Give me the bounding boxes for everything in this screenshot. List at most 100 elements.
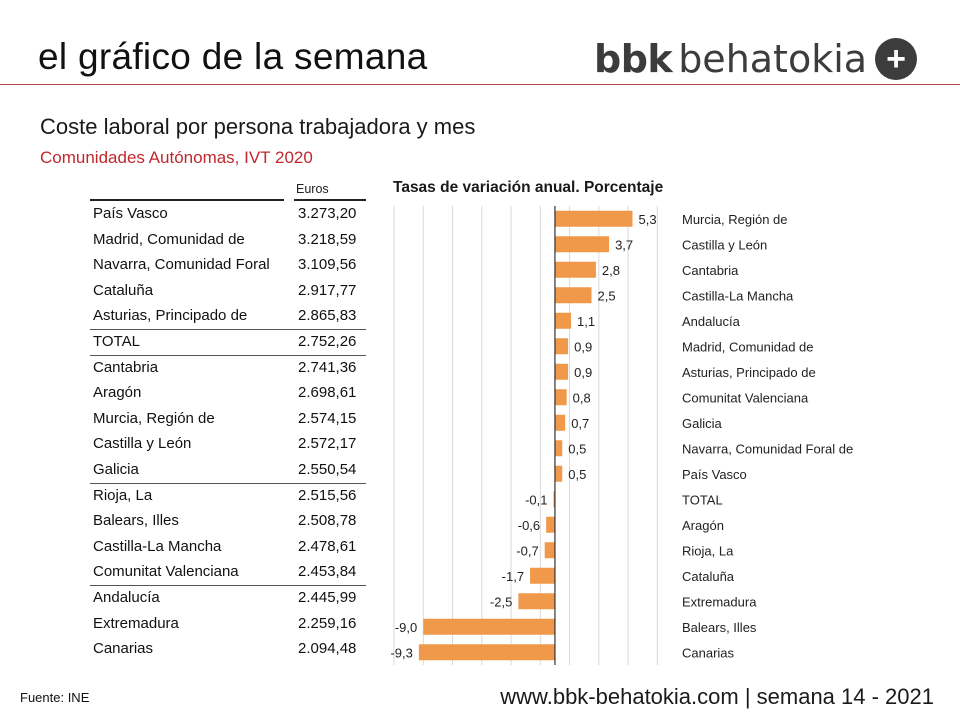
header-divider [0, 84, 960, 85]
chart-subtitle: Coste laboral por persona trabajadora y … [40, 114, 476, 139]
table-row-value: 2.752,26 [298, 333, 357, 350]
bar [518, 593, 555, 610]
table-row-value: 2.453,84 [298, 563, 357, 581]
table-row-name: Castilla y León [93, 435, 192, 453]
table-row-name: Aragón [93, 384, 142, 402]
page-title: el gráfico de la semana [38, 36, 428, 77]
logo-bold-text: bbk [594, 37, 673, 81]
category-label: Comunitat Valenciana [682, 390, 809, 405]
table-row-value: 2.094,48 [298, 640, 357, 658]
table-row-name: Navarra, Comunidad Foral [93, 256, 270, 274]
category-label: Castilla-La Mancha [682, 288, 794, 303]
category-label: Murcia, Región de [682, 212, 788, 227]
category-label: Canarias [682, 645, 735, 660]
table-row-value: 2.508,78 [298, 512, 357, 530]
data-label: 5,3 [638, 212, 656, 227]
category-label: Navarra, Comunidad Foral de [682, 441, 853, 456]
data-label: 0,5 [568, 467, 586, 482]
table-row-value: 2.515,56 [298, 486, 357, 504]
table-row-name: Canarias [93, 640, 154, 658]
table-row-value: 2.574,15 [298, 409, 357, 427]
data-label: 2,8 [602, 263, 620, 278]
table-row: Aragón 2.698,61 [90, 381, 366, 407]
table-row-value: 2.259,16 [298, 614, 357, 632]
chart-subsubtitle: Comunidades Autónomas, IVT 2020 [40, 148, 313, 167]
table-row-value: 3.218,59 [298, 230, 357, 248]
source-note: Fuente: INE [20, 690, 90, 705]
bar-chart: 5,3 Murcia, Región de 3,7 Castilla y León 2,… [390, 206, 853, 665]
data-label: 0,7 [571, 416, 589, 431]
table-row: Asturias, Principado de 2.865,83 [90, 304, 366, 330]
table-row-name: Cataluña [93, 281, 154, 299]
category-label: Extremadura [682, 594, 757, 609]
table-row-name: Murcia, Región de [93, 409, 215, 427]
table-row: Murcia, Región de 2.574,15 [90, 407, 366, 433]
table-row-value: 2.572,17 [298, 435, 357, 453]
category-label: Aragón [682, 518, 724, 533]
table-row: Castilla-La Mancha 2.478,61 [90, 535, 366, 561]
table-row-value: 2.741,36 [298, 358, 357, 376]
category-label: Balears, Illes [682, 620, 757, 635]
brand-logo: bbk behatokia + [594, 34, 918, 84]
table-row-value: 2.478,61 [298, 537, 357, 555]
bar [546, 516, 555, 533]
table-header-rule-values [294, 199, 366, 201]
category-label: Castilla y León [682, 237, 767, 252]
table-row-value: 2.698,61 [298, 384, 357, 402]
table-row-name: Cantabria [93, 358, 159, 376]
bar [554, 414, 566, 431]
table-row-value: 2.550,54 [298, 461, 357, 478]
table-row: Castilla y León 2.572,17 [90, 432, 366, 458]
data-label: -9,0 [395, 620, 417, 635]
table-row-name: País Vasco [93, 205, 168, 222]
data-label: 2,5 [598, 288, 616, 303]
bar [554, 338, 569, 355]
data-label: -0,7 [516, 543, 538, 558]
table-row-name: Madrid, Comunidad de [93, 230, 245, 248]
table-row-name: Balears, Illes [93, 512, 179, 530]
table-header-rule [90, 199, 284, 201]
table-row-name: Asturias, Principado de [93, 307, 248, 325]
data-label: 3,7 [615, 237, 633, 252]
data-label: 0,5 [568, 441, 586, 456]
data-label: 0,9 [574, 365, 592, 380]
data-label: -2,5 [490, 594, 512, 609]
category-label: Rioja, La [682, 543, 734, 558]
table-row-value: 2.917,77 [298, 281, 357, 299]
bar [554, 363, 569, 380]
table-row-name: Rioja, La [93, 486, 153, 504]
data-label: -0,6 [518, 518, 540, 533]
bar [554, 236, 610, 253]
category-label: TOTAL [682, 492, 723, 507]
table-row: Cantabria 2.741,36 [90, 356, 366, 382]
table-row-name: Andalucía [93, 589, 160, 606]
table-row-value: 2.445,99 [298, 589, 357, 606]
chart-title: Tasas de variación anual. Porcentaje [393, 179, 664, 196]
category-label: País Vasco [682, 467, 747, 482]
bar [554, 440, 563, 457]
data-label: 0,8 [573, 390, 591, 405]
table-row: Madrid, Comunidad de 3.218,59 [90, 228, 366, 254]
table-row-name: Extremadura [93, 614, 179, 632]
bar [554, 261, 596, 278]
category-label: Madrid, Comunidad de [682, 339, 814, 354]
table-row-name: Castilla-La Mancha [93, 537, 222, 555]
category-label: Asturias, Principado de [682, 365, 816, 380]
bar [553, 491, 555, 508]
category-label: Cantabria [682, 263, 739, 278]
table-row-value: 3.109,56 [298, 256, 357, 274]
data-label: -1,7 [502, 569, 524, 584]
bar [554, 210, 633, 227]
category-label: Andalucía [682, 314, 741, 329]
table-row: TOTAL 2.752,26 [90, 330, 366, 356]
bar [418, 644, 555, 661]
table-row-name: TOTAL [93, 333, 140, 350]
logo-light-text: behatokia [678, 37, 868, 81]
category-label: Cataluña [682, 569, 735, 584]
table-row: Extremadura 2.259,16 [90, 612, 366, 638]
data-label: -9,3 [390, 645, 412, 660]
table-row: Andalucía 2.445,99 [90, 586, 366, 612]
plus-icon: + [875, 38, 918, 80]
bar [544, 542, 555, 559]
category-label: Galicia [682, 416, 723, 431]
